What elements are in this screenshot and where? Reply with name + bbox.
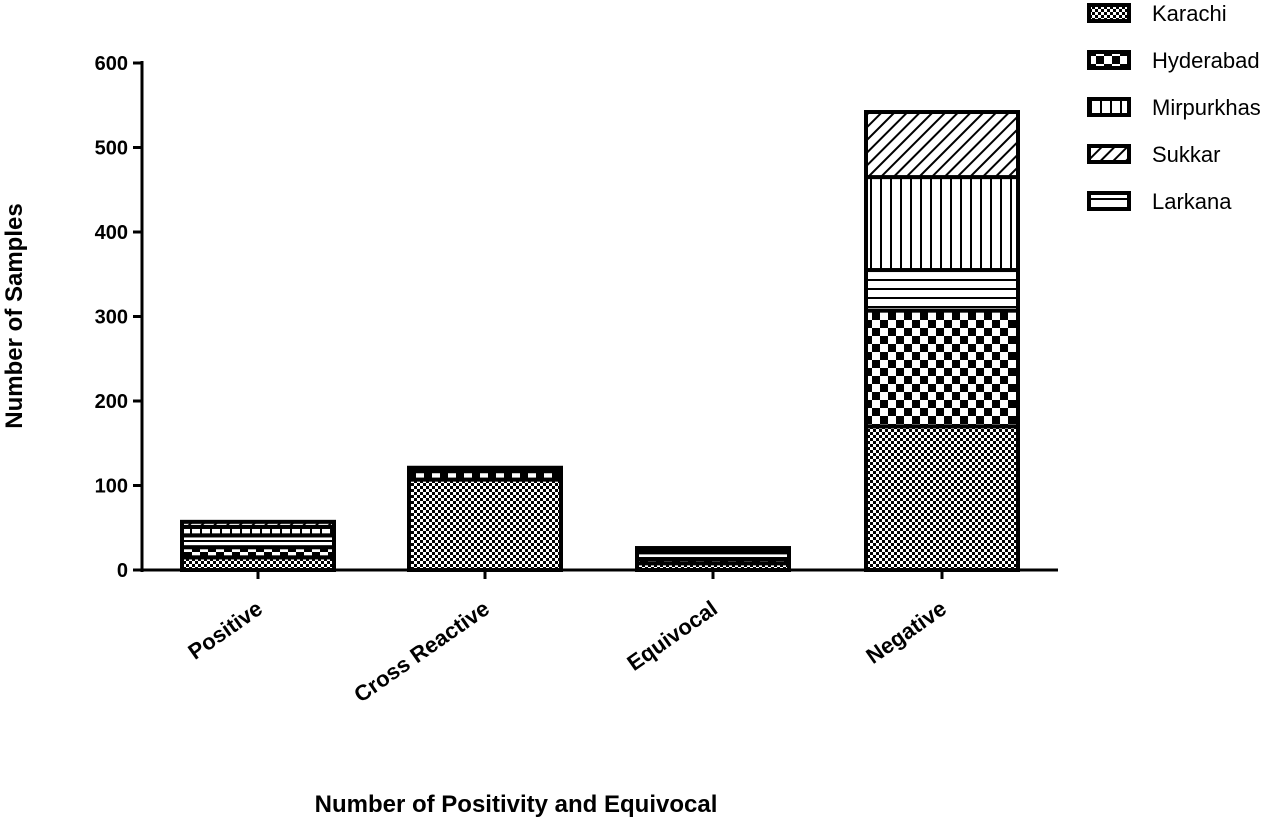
bars-layer [180, 110, 1020, 573]
bar-segment-positive-sukkar [180, 519, 336, 529]
y-axis-title: Number of Samples [1, 203, 28, 428]
x-tick-label: Equivocal [622, 596, 721, 676]
bar-segment-negative-sukkar [864, 110, 1020, 180]
legend-swatch-larkana [1087, 191, 1131, 211]
bar-segment-equivocal-sukkar [635, 546, 791, 552]
legend-label-karachi: Karachi [1152, 1, 1227, 26]
legend-label-larkana: Larkana [1152, 189, 1232, 214]
legend-label-hyderabad: Hyderabad [1152, 48, 1260, 73]
legend-swatch-sukkar [1087, 144, 1131, 164]
y-tick-label: 300 [95, 307, 128, 329]
y-tick-label: 200 [95, 391, 128, 413]
y-tick-label: 100 [95, 476, 128, 498]
legend-label-sukkar: Sukkar [1152, 142, 1220, 167]
legend-label-mirpurkhas: Mirpurkhas [1152, 95, 1261, 120]
bar-segment-cross-reactive-sukkar [407, 465, 563, 471]
legend: Karachi Hyderabad Mirpurkhas Sukkar Larkana [1087, 1, 1261, 214]
x-tick-label: Positive [183, 596, 266, 665]
x-tick-label: Cross Reactive [349, 596, 494, 708]
x-tick-label: Negative [861, 596, 950, 669]
y-tick-label: 500 [95, 138, 128, 160]
y-tick-label: 600 [95, 53, 128, 75]
legend-swatch-hyderabad [1087, 50, 1131, 70]
bar-segment-negative-larkana [864, 268, 1020, 313]
y-tick-label: 400 [95, 222, 128, 244]
legend-swatch-karachi [1087, 3, 1131, 23]
bar-segment-negative-mirpurkhas [864, 175, 1020, 273]
bar-segment-cross-reactive-karachi [407, 477, 563, 572]
y-tick-label: 0 [117, 560, 128, 582]
bar-segment-negative-karachi [864, 424, 1020, 572]
legend-swatch-mirpurkhas [1087, 97, 1131, 117]
x-axis-title: Number of Positivity and Equivocal [315, 791, 718, 818]
bar-segment-negative-hyderabad [864, 308, 1020, 429]
